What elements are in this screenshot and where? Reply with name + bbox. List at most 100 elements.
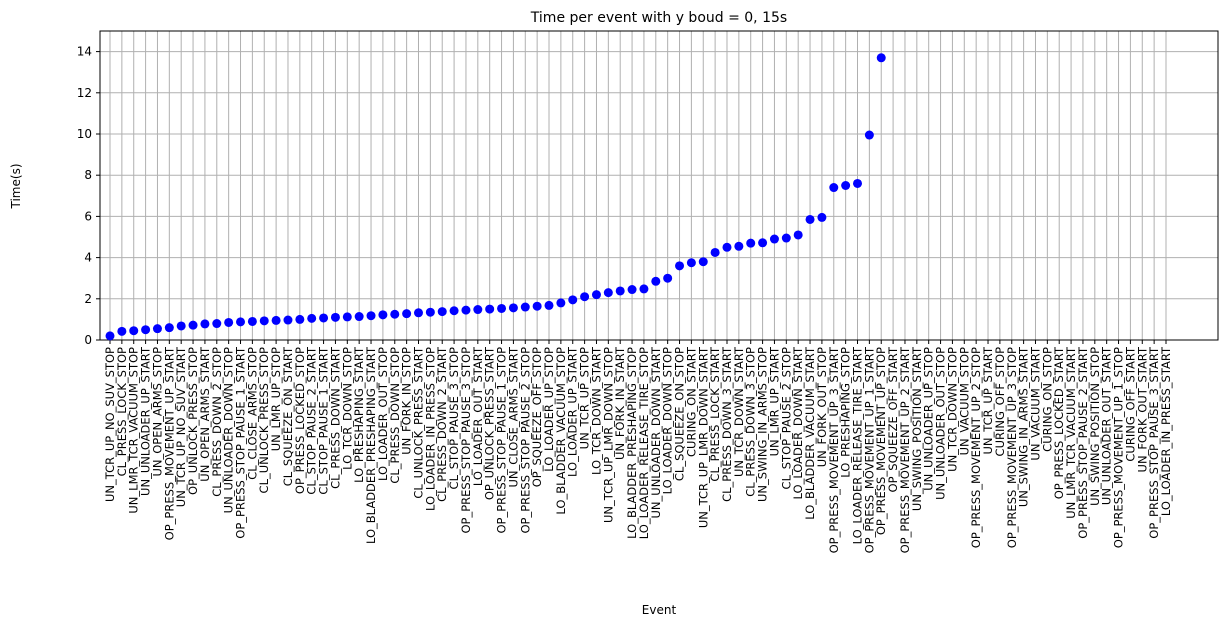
point: [639, 284, 649, 294]
point: [105, 331, 115, 341]
x-tick-label: LO_BLADDER_VACUUM_START: [803, 346, 817, 520]
x-tick-label: CL_PRESS_DOWN_START: [328, 346, 342, 489]
x-tick-label: OP_PRESS_MOVEMENT_UP_3_START: [827, 346, 841, 553]
x-tick-label: UN_FORK_OUT_START: [1135, 346, 1149, 472]
point: [176, 321, 186, 331]
x-tick-label: UN_LMR_UP_START: [767, 346, 781, 456]
point: [366, 311, 376, 321]
x-tick-label: CL_PRESS_DOWN_3_STOP: [744, 347, 758, 497]
point: [402, 309, 412, 319]
point: [449, 306, 459, 316]
point: [129, 326, 139, 336]
x-tick-label: LO_LOADER_RELEASE_TIRE_START: [851, 346, 865, 544]
point: [354, 312, 364, 322]
point: [853, 178, 863, 188]
x-tick-label: OP_UNLOCK_PRESS_STOP: [186, 347, 200, 495]
x-tick-label: LO_LOADER_IN_PRESS_STOP: [423, 347, 437, 511]
x-tick-label: UN_SWING_POSITION_STOP: [1088, 347, 1102, 506]
x-tick-label: CL_STOP_PAUSE_2_STOP: [779, 347, 793, 489]
point: [247, 316, 257, 326]
point: [544, 300, 554, 310]
point: [224, 317, 234, 327]
point: [769, 234, 779, 244]
point: [319, 313, 329, 323]
y-tick-label: 14: [77, 45, 92, 59]
point: [307, 313, 317, 323]
x-tick-label: LO_LOADER_OUT_START: [471, 346, 485, 486]
point: [876, 53, 886, 63]
point: [508, 303, 518, 313]
x-tick-label: UN_TCR_DOWN_STOP: [945, 347, 959, 472]
x-tick-label: OP_PRESS_MOVEMENT_UP_STOP: [874, 347, 888, 535]
x-tick-label: CURING_ON_STOP: [1040, 347, 1054, 452]
point: [425, 307, 435, 317]
point: [627, 285, 637, 295]
x-tick-label: UN_TCR_UP_START: [981, 346, 995, 454]
x-tick-label: CL_CLOSE_ARMS_STOP: [245, 347, 259, 480]
point: [817, 212, 827, 222]
chart-title: Time per event with y boud = 0, 15s: [530, 10, 787, 26]
point: [722, 242, 732, 252]
point: [117, 326, 127, 336]
x-tick-label: LO_LOADER_UP_STOP: [542, 347, 556, 472]
point: [141, 325, 151, 335]
x-tick-label: OP_PRESS_STOP_PAUSE_1_START: [234, 346, 248, 539]
point: [497, 303, 507, 313]
x-tick-label: CL_UNLOCK_PRESS_START: [411, 346, 425, 499]
x-tick-label: UN_TCR_UP_NO_SUV_STOP: [103, 347, 117, 502]
point: [805, 214, 815, 224]
point: [532, 301, 542, 311]
x-tick-label: OP_PRESS_MOVEMENT_UP_2_STOP: [969, 347, 983, 548]
x-tick-label: UN_TCR_UP_NO_SUV_START: [174, 346, 188, 507]
x-tick-label: UN_LMR_TCR_VACUUM_STOP: [127, 347, 141, 514]
x-axis-label: Event: [642, 603, 677, 617]
x-tick-label: OP_PRESS_STOP_PAUSE_3_START: [1147, 346, 1161, 539]
point: [390, 309, 400, 319]
point: [520, 302, 530, 312]
point: [615, 286, 625, 296]
x-tick-label: OP_PRESS_STOP_PAUSE_2_START: [1076, 346, 1090, 539]
y-tick-label: 6: [84, 209, 92, 223]
point: [200, 319, 210, 329]
y-tick-label: 0: [84, 333, 92, 347]
x-tick-label: OP_SQUEEZE_OFF_START: [886, 346, 900, 492]
y-axis-label: Time(s): [9, 164, 23, 210]
x-tick-label: OP_PRESS_LOCKED_STOP: [293, 347, 307, 494]
x-tick-label: CL_PRESS_LOCK_START: [708, 346, 722, 482]
x-tick-label: CL_UNLOCK_PRESS_STOP: [257, 347, 271, 493]
x-tick-label: LO_BLADDER_VACUUM_STOP: [554, 347, 568, 515]
point: [378, 310, 388, 320]
x-tick-label: OP_PRESS_STOP_PAUSE_2_STOP: [518, 347, 532, 534]
x-tick-label: UN_SWING_IN_ARMS_STOP: [756, 347, 770, 502]
x-tick-label: OP_PRESS_MOVEMENT_UP_1_STOP: [1112, 347, 1126, 548]
x-tick-label: UN_TCR_UP_LMR_DOWN_START: [696, 346, 710, 528]
x-tick-label: LO_BLADDER_PRESHAPING_START: [364, 346, 378, 544]
x-tick-label: LO_LOADER_DOWN_START: [791, 346, 805, 499]
x-tick-label: OP_PRESS_MOVEMENT_UP_START: [162, 346, 176, 540]
point: [758, 238, 768, 248]
point: [413, 308, 423, 318]
x-tick-label: UN_TCR_DOWN_START: [732, 346, 746, 477]
point: [461, 305, 471, 315]
y-tick-label: 8: [84, 168, 92, 182]
point: [686, 258, 696, 268]
point: [330, 312, 340, 322]
x-tick-label: LO_LOADER_UP_START: [566, 346, 580, 477]
point: [603, 288, 613, 298]
x-tick-label: LO_PRESHAPING_START: [352, 346, 366, 483]
x-tick-label: UN_TCR_UP_STOP: [578, 347, 592, 449]
y-tick-label: 2: [84, 292, 92, 306]
point: [188, 320, 198, 330]
x-tick-label: OP_PRESS_MOVEMENT_UP_3_STOP: [1005, 347, 1019, 548]
point: [259, 316, 269, 326]
x-tick-label: UN_CLOSE_ARMS_START: [506, 346, 520, 487]
x-tick-label: OP_PRESS_MOVEMENT_UP_1_START: [862, 346, 876, 553]
point: [746, 238, 756, 248]
x-tick-label: CL_PRESS_LOCK_STOP: [115, 347, 129, 476]
x-tick-label: UN_UNLOADER_UP_START: [139, 346, 153, 496]
plot-frame: [99, 30, 1219, 341]
point: [591, 290, 601, 300]
x-tick-label: LO_LOADER_IN_PRESS_START: [1159, 346, 1173, 516]
point: [580, 292, 590, 302]
